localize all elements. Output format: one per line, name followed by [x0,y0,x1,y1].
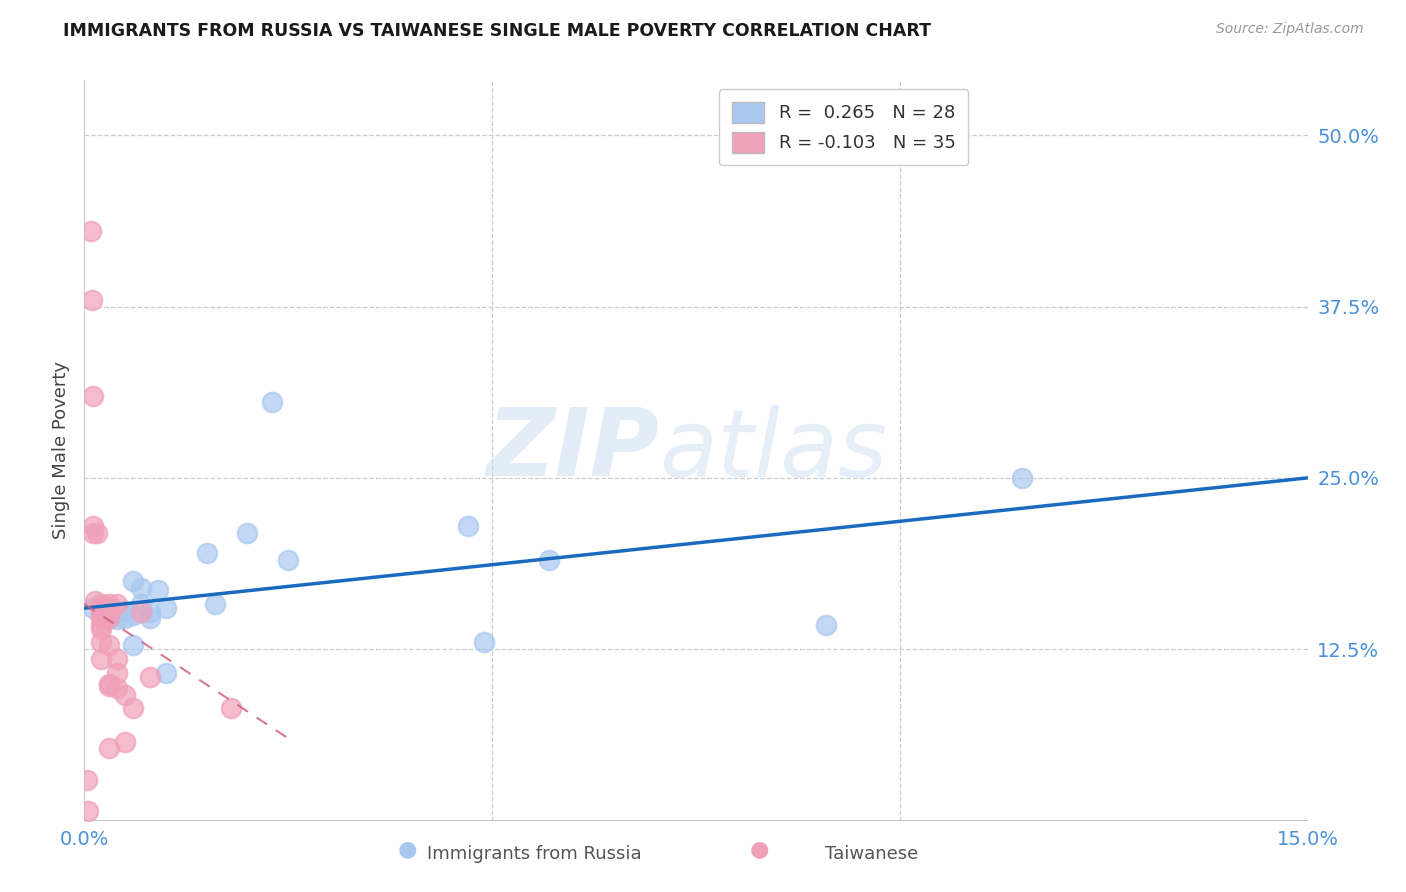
Point [80,224,103,238]
Point [131,597,153,611]
Point [84,594,107,608]
Point [105,597,128,611]
Point [86,525,108,540]
Text: Immigrants from Russia: Immigrants from Russia [427,846,641,863]
Text: IMMIGRANTS FROM RUSSIA VS TAIWANESE SINGLE MALE POVERTY CORRELATION CHART: IMMIGRANTS FROM RUSSIA VS TAIWANESE SING… [63,22,931,40]
Point [82,601,104,615]
Point [97,601,120,615]
Point [97,611,120,625]
Text: Source: ZipAtlas.com: Source: ZipAtlas.com [1216,22,1364,37]
Point [90,605,112,619]
Point [105,612,128,626]
Point [538,553,561,567]
Point [97,611,120,625]
Point [219,701,242,715]
Text: ●: ● [398,839,418,859]
Point [457,519,479,533]
Point [90,652,112,666]
Point [90,601,112,615]
Point [90,622,112,636]
Point [155,601,177,615]
Point [472,635,495,649]
Y-axis label: Single Male Poverty: Single Male Poverty [52,361,70,540]
Point [105,605,128,619]
Point [122,607,145,622]
Point [131,581,153,595]
Point [114,735,136,749]
Point [114,604,136,618]
Point [90,617,112,632]
Point [97,601,120,615]
Point [122,701,145,715]
Point [82,389,104,403]
Point [90,635,112,649]
Point [105,665,128,680]
Point [195,546,218,560]
Text: Taiwanese: Taiwanese [825,846,918,863]
Point [122,574,145,588]
Point [90,611,112,625]
Point [204,597,226,611]
Text: ZIP: ZIP [486,404,659,497]
Point [236,525,259,540]
Point [155,665,177,680]
Point [82,519,104,533]
Point [138,605,160,619]
Point [815,617,838,632]
Point [260,395,283,409]
Point [97,597,120,611]
Point [97,679,120,693]
Point [76,772,98,787]
Text: atlas: atlas [659,405,887,496]
Text: ●: ● [749,839,769,859]
Point [105,681,128,695]
Point [82,525,104,540]
Point [114,688,136,702]
Point [105,652,128,666]
Point [76,804,98,818]
Point [90,597,112,611]
Legend: R =  0.265   N = 28, R = -0.103   N = 35: R = 0.265 N = 28, R = -0.103 N = 35 [720,89,969,165]
Point [122,638,145,652]
Point [114,611,136,625]
Point [97,741,120,756]
Point [80,293,103,307]
Point [277,553,299,567]
Point [138,611,160,625]
Point [90,607,112,622]
Point [97,638,120,652]
Point [1011,471,1033,485]
Point [146,583,169,598]
Point [97,605,120,619]
Point [138,670,160,684]
Point [131,605,153,619]
Point [97,676,120,690]
